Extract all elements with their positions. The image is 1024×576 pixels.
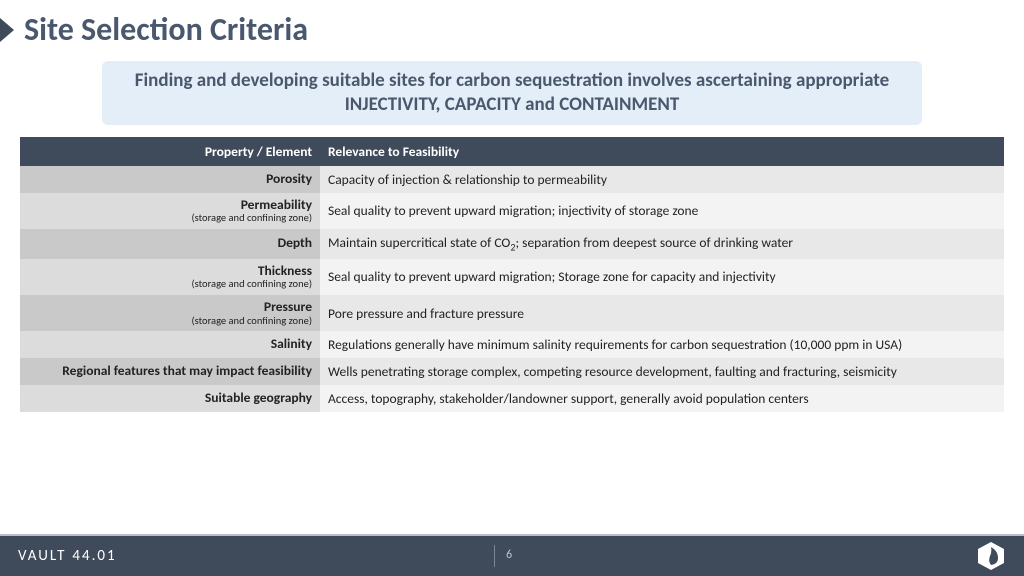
- subtitle-text: Finding and developing suitable sites fo…: [118, 69, 906, 117]
- property-cell: Depth: [20, 229, 320, 259]
- brand-part-2: 44.01: [72, 547, 116, 565]
- property-cell: Pressure(storage and confining zone): [20, 295, 320, 331]
- criteria-table: Property / Element Relevance to Feasibil…: [20, 137, 1004, 413]
- property-cell: Salinity: [20, 331, 320, 358]
- property-cell: Permeability(storage and confining zone): [20, 193, 320, 229]
- table-header-row: Property / Element Relevance to Feasibil…: [20, 137, 1004, 166]
- table-row: SalinityRegulations generally have minim…: [20, 331, 1004, 358]
- page-number: 6: [506, 548, 512, 562]
- relevance-cell: Seal quality to prevent upward migration…: [320, 259, 1004, 295]
- relevance-cell: Pore pressure and fracture pressure: [320, 295, 1004, 331]
- header-property: Property / Element: [20, 137, 320, 166]
- relevance-cell: Maintain supercritical state of CO2; sep…: [320, 229, 1004, 259]
- table-row: Thickness(storage and confining zone)Sea…: [20, 259, 1004, 295]
- header-relevance: Relevance to Feasibility: [320, 137, 1004, 166]
- table-row: Regional features that may impact feasib…: [20, 358, 1004, 385]
- property-subtext: (storage and confining zone): [28, 212, 312, 224]
- table-row: DepthMaintain supercritical state of CO2…: [20, 229, 1004, 259]
- property-cell: Regional features that may impact feasib…: [20, 358, 320, 385]
- subtitle-box: Finding and developing suitable sites fo…: [102, 61, 922, 125]
- property-subtext: (storage and confining zone): [28, 315, 312, 327]
- title-accent-triangle: [0, 18, 14, 42]
- footer-vertical-divider: [494, 545, 495, 567]
- relevance-cell: Seal quality to prevent upward migration…: [320, 193, 1004, 229]
- relevance-cell: Access, topography, stakeholder/landowne…: [320, 385, 1004, 412]
- relevance-cell: Wells penetrating storage complex, compe…: [320, 358, 1004, 385]
- page-title: Site Selection Criteria: [24, 10, 308, 49]
- hexagon-logo-icon: [976, 541, 1006, 571]
- table-row: PorosityCapacity of injection & relation…: [20, 166, 1004, 193]
- property-cell: Thickness(storage and confining zone): [20, 259, 320, 295]
- brand-part-1: VAULT: [18, 547, 66, 565]
- property-cell: Suitable geography: [20, 385, 320, 412]
- title-bar: Site Selection Criteria: [0, 0, 1024, 53]
- table-row: Permeability(storage and confining zone)…: [20, 193, 1004, 229]
- brand-logo-text: VAULT 44.01: [0, 547, 117, 565]
- footer-bar: VAULT 44.01 6: [0, 536, 1024, 576]
- property-subtext: (storage and confining zone): [28, 278, 312, 290]
- property-cell: Porosity: [20, 166, 320, 193]
- table-row: Suitable geographyAccess, topography, st…: [20, 385, 1004, 412]
- relevance-cell: Regulations generally have minimum salin…: [320, 331, 1004, 358]
- table-row: Pressure(storage and confining zone)Pore…: [20, 295, 1004, 331]
- relevance-cell: Capacity of injection & relationship to …: [320, 166, 1004, 193]
- footer: VAULT 44.01 6: [0, 534, 1024, 576]
